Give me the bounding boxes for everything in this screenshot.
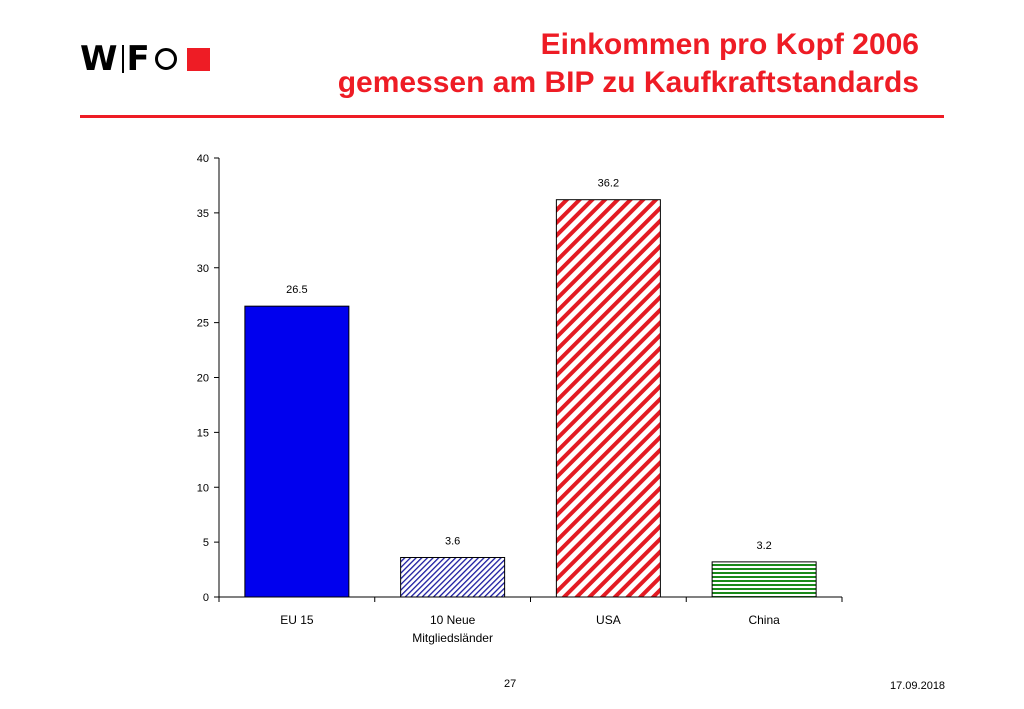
footer-date: 17.09.2018 [890,680,946,692]
title-divider [80,115,944,118]
bar [244,305,350,598]
x-tick-label: USA [596,613,621,627]
logo-ring-icon [154,48,177,70]
logo-letter-f: F [126,39,151,79]
y-tick-label: 5 [203,537,209,549]
y-tick-label: 25 [197,318,209,330]
logo-bar [121,45,124,73]
title-line-1: Einkommen pro Kopf 2006 [540,28,919,61]
data-label: 3.2 [756,540,771,552]
page-title: Einkommen pro Kopf 2006 gemessen am BIP … [338,26,919,102]
y-tick-label: 20 [197,373,209,385]
x-tick-label-line2: Mitgliedsländer [412,631,493,645]
logo-square-icon [186,47,210,71]
y-tick-label: 35 [197,208,209,220]
x-tick-label: 10 Neue [430,613,476,627]
x-tick-label: EU 15 [280,613,314,627]
bar [400,556,506,598]
data-label: 3.6 [445,535,460,547]
bar [711,561,817,598]
chart-plot-area: 0 5 10 15 20 25 30 35 40 26.5 EU 15 3.6 10 Neue Mitgl… [197,153,843,645]
bar [555,199,661,598]
title-line-2: gemessen am BIP zu Kaufkraftstandards [337,66,919,99]
y-tick-label: 10 [197,482,209,494]
data-label: 36.2 [598,178,619,190]
y-tick-label: 15 [197,427,209,439]
y-tick-label: 0 [203,592,209,604]
wifo-logo: W F [80,39,210,79]
data-label: 26.5 [286,284,307,296]
y-tick-label: 40 [197,153,209,165]
logo-letter-w: W [80,39,119,79]
x-tick-label: China [748,613,780,627]
y-tick-label: 30 [197,263,209,275]
page-number: 27 [504,678,517,690]
